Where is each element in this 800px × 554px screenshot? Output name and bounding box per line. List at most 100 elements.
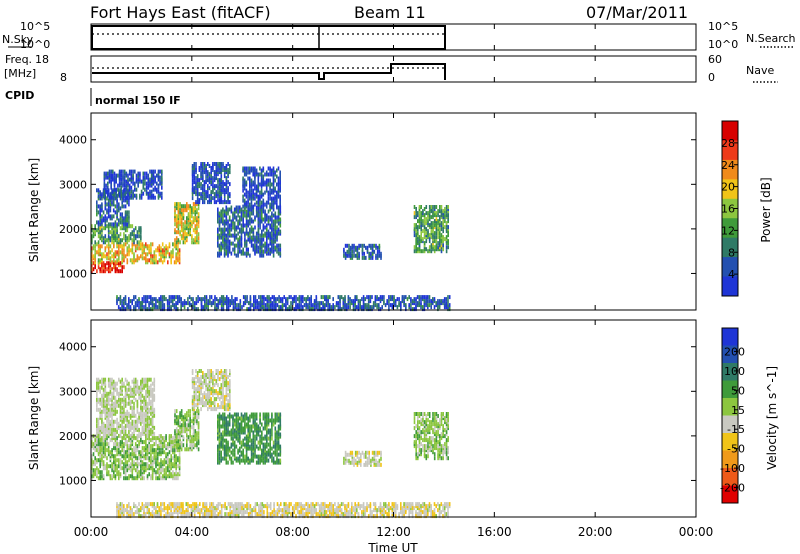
data-cell <box>236 307 238 312</box>
data-cell <box>447 239 449 244</box>
data-cell <box>250 182 253 187</box>
data-cell <box>435 227 438 232</box>
data-cell <box>175 230 178 235</box>
data-cell <box>271 301 274 306</box>
data-cell <box>102 446 105 451</box>
data-cell <box>141 450 144 455</box>
data-cell <box>138 256 140 261</box>
data-cell <box>212 401 214 406</box>
data-cell <box>437 219 439 224</box>
data-cell <box>369 295 372 300</box>
data-cell <box>139 193 141 198</box>
data-cell <box>260 204 263 209</box>
data-cell <box>196 437 198 442</box>
data-cell <box>196 371 199 375</box>
data-cell <box>259 194 261 199</box>
data-cell <box>339 305 341 310</box>
data-cell <box>134 187 136 192</box>
data-cell <box>103 181 106 186</box>
data-cell <box>128 244 130 249</box>
data-cell <box>138 462 140 467</box>
data-cell <box>101 192 103 197</box>
data-cell <box>97 421 100 426</box>
cpid-value: normal 150 IF <box>95 94 181 107</box>
data-cell <box>112 423 115 428</box>
data-cell <box>131 431 134 436</box>
data-cell <box>126 303 128 308</box>
data-cell <box>121 454 123 459</box>
data-cell <box>388 299 390 304</box>
data-cell <box>245 209 248 214</box>
data-cell <box>247 307 250 312</box>
data-cell <box>217 414 219 419</box>
data-cell <box>225 387 228 392</box>
data-cell <box>223 456 226 461</box>
data-cell <box>96 200 98 205</box>
data-cell <box>158 434 161 439</box>
data-cell <box>138 305 140 310</box>
data-cell <box>271 219 273 224</box>
data-cell <box>257 180 260 185</box>
data-cell <box>259 295 262 300</box>
data-cell <box>255 231 258 236</box>
data-cell <box>225 249 228 254</box>
data-cell <box>102 460 105 465</box>
data-cell <box>163 295 166 300</box>
data-cell <box>109 389 112 394</box>
data-cell <box>111 260 113 265</box>
data-cell <box>223 401 226 406</box>
data-cell <box>180 208 183 213</box>
data-cell <box>223 426 226 431</box>
data-cell <box>250 204 253 209</box>
data-cell <box>210 295 213 300</box>
data-cell <box>217 373 219 377</box>
data-cell <box>110 169 112 174</box>
data-cell <box>440 299 443 304</box>
data-cell <box>229 182 231 187</box>
data-cell <box>274 227 277 232</box>
data-cell <box>110 179 112 184</box>
data-cell <box>202 184 204 189</box>
data-cell <box>207 369 209 373</box>
data-cell <box>128 169 131 174</box>
data-cell <box>119 196 122 201</box>
data-cell <box>107 188 110 193</box>
data-cell <box>168 442 171 447</box>
data-cell <box>222 207 224 212</box>
data-cell <box>262 198 265 203</box>
data-cell <box>363 251 365 256</box>
data-cell <box>193 395 196 400</box>
data-cell <box>165 434 167 439</box>
data-cell <box>433 213 436 218</box>
data-cell <box>254 243 256 248</box>
data-cell <box>160 464 162 469</box>
data-cell <box>268 295 270 300</box>
data-cell <box>345 303 348 308</box>
data-cell <box>177 295 179 300</box>
data-cell <box>124 254 127 259</box>
data-cell <box>101 218 103 223</box>
data-cell <box>217 184 219 189</box>
data-cell <box>217 403 219 408</box>
data-cell <box>240 213 243 218</box>
data-cell <box>131 238 134 243</box>
data-cell <box>102 474 105 479</box>
data-cell <box>215 297 218 302</box>
data-cell <box>126 379 128 384</box>
data-cell <box>433 223 436 228</box>
data-cell <box>195 375 197 379</box>
data-cell <box>217 428 219 433</box>
data-cell <box>99 222 101 227</box>
data-cell <box>150 452 152 457</box>
data-cell <box>257 205 260 210</box>
data-cell <box>229 192 231 197</box>
data-cell <box>175 448 177 453</box>
data-cell <box>172 248 174 253</box>
data-cell <box>106 224 108 229</box>
data-cell <box>263 305 265 310</box>
data-cell <box>97 438 100 443</box>
data-cell <box>220 174 223 179</box>
data-cell <box>266 231 268 236</box>
data-cell <box>296 297 299 302</box>
data-cell <box>207 407 209 412</box>
